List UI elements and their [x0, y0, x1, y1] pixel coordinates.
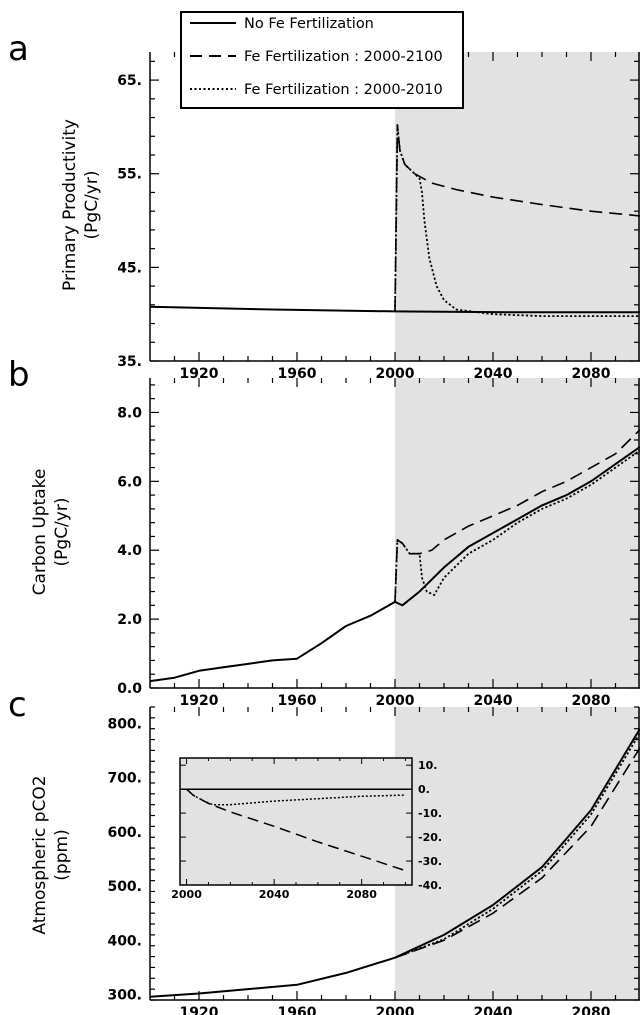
y-axis-label: Carbon Uptake (PgC/yr): [30, 469, 72, 596]
x-tick-label: 2000: [376, 1005, 415, 1015]
inset-x-tick-label: 2040: [259, 888, 290, 901]
x-tick-label: 1960: [278, 1005, 317, 1015]
y-axis-label-line: Carbon Uptake: [30, 469, 50, 596]
panel-b: b Carbon Uptake (PgC/yr) 1920 1960 2000 2040 20…: [8, 355, 640, 709]
panel-letter: a: [8, 29, 29, 69]
inset-y-tick-label: -30.: [418, 855, 442, 868]
series-line-dashed: [394, 747, 640, 959]
inset-series-line-dashed: [186, 788, 406, 872]
x-tick-label: 2080: [572, 693, 611, 709]
y-tick-label: 8.0: [117, 405, 142, 421]
panel-letter: c: [8, 685, 27, 725]
shaded-region: [395, 378, 640, 688]
panel-letter: b: [8, 355, 30, 395]
legend-box: [180, 11, 464, 109]
inset-frame: [179, 757, 413, 886]
y-tick-label: 500.: [107, 879, 142, 895]
series-line-dotted: [394, 124, 640, 318]
y-tick-label: 300.: [107, 988, 142, 1004]
y-tick-label: 2.0: [117, 612, 142, 628]
inset-y-tick-label: 0.: [418, 783, 430, 796]
x-tick-label: 1960: [278, 366, 317, 382]
y-tick-label: 4.0: [117, 543, 142, 559]
series-line-dotted: [394, 732, 640, 959]
inset-y-tick-label: -20.: [418, 831, 442, 844]
series-line-dotted: [394, 449, 640, 602]
x-tick-label: 2000: [376, 693, 415, 709]
x-tick-label: 2040: [474, 1005, 513, 1015]
x-tick-label: 1960: [278, 693, 317, 709]
y-tick-label: 400.: [107, 933, 142, 949]
y-tick-label: 600.: [107, 825, 142, 841]
legend-label: No Fe Fertilization: [244, 16, 374, 32]
inset-y-tick-label: -40.: [418, 879, 442, 892]
inset-series-line-dotted: [186, 788, 406, 806]
x-tick-label: 1920: [180, 1005, 219, 1015]
inset-y-tick-label: -10.: [418, 807, 442, 820]
y-axis-label-line: (PgC/yr): [82, 171, 102, 240]
x-tick-label: 1920: [180, 693, 219, 709]
y-tick-label: 800.: [107, 716, 142, 732]
y-tick-label: 35.: [117, 354, 142, 370]
y-axis-label-line: (ppm): [52, 829, 72, 880]
y-tick-label: 45.: [117, 260, 142, 276]
y-tick-label: 0.0: [117, 681, 142, 697]
y-axis-label-line: Atmospheric pCO2: [30, 775, 50, 934]
inset-x-tick-label: 2000: [171, 888, 202, 901]
y-axis-label-line: (PgC/yr): [52, 498, 72, 567]
x-tick-label: 2080: [572, 1005, 611, 1015]
inset-chart: 2000 2040 2080 10. 0. -10. -20. -30. -40.: [171, 757, 442, 901]
x-tick-label: 1920: [180, 366, 219, 382]
y-tick-label: 65.: [117, 73, 142, 89]
legend-label: Fe Fertilization : 2000-2010: [244, 82, 443, 98]
legend-label: Fe Fertilization : 2000-2100: [244, 49, 443, 65]
y-axis-label-line: Primary Productivity: [60, 119, 80, 291]
inset-y-tick-label: 10.: [418, 759, 438, 772]
y-axis-label: Primary Productivity (PgC/yr): [60, 119, 102, 291]
x-tick-label: 2040: [474, 693, 513, 709]
y-tick-label: 700.: [107, 771, 142, 787]
y-axis-label: Atmospheric pCO2 (ppm): [30, 775, 72, 934]
shaded-region: [395, 707, 640, 1000]
y-tick-label: 6.0: [117, 474, 142, 490]
y-tick-label: 55.: [117, 167, 142, 183]
legend: No Fe Fertilization Fe Fertilization : 20…: [180, 11, 464, 109]
inset-x-tick-label: 2080: [346, 888, 377, 901]
